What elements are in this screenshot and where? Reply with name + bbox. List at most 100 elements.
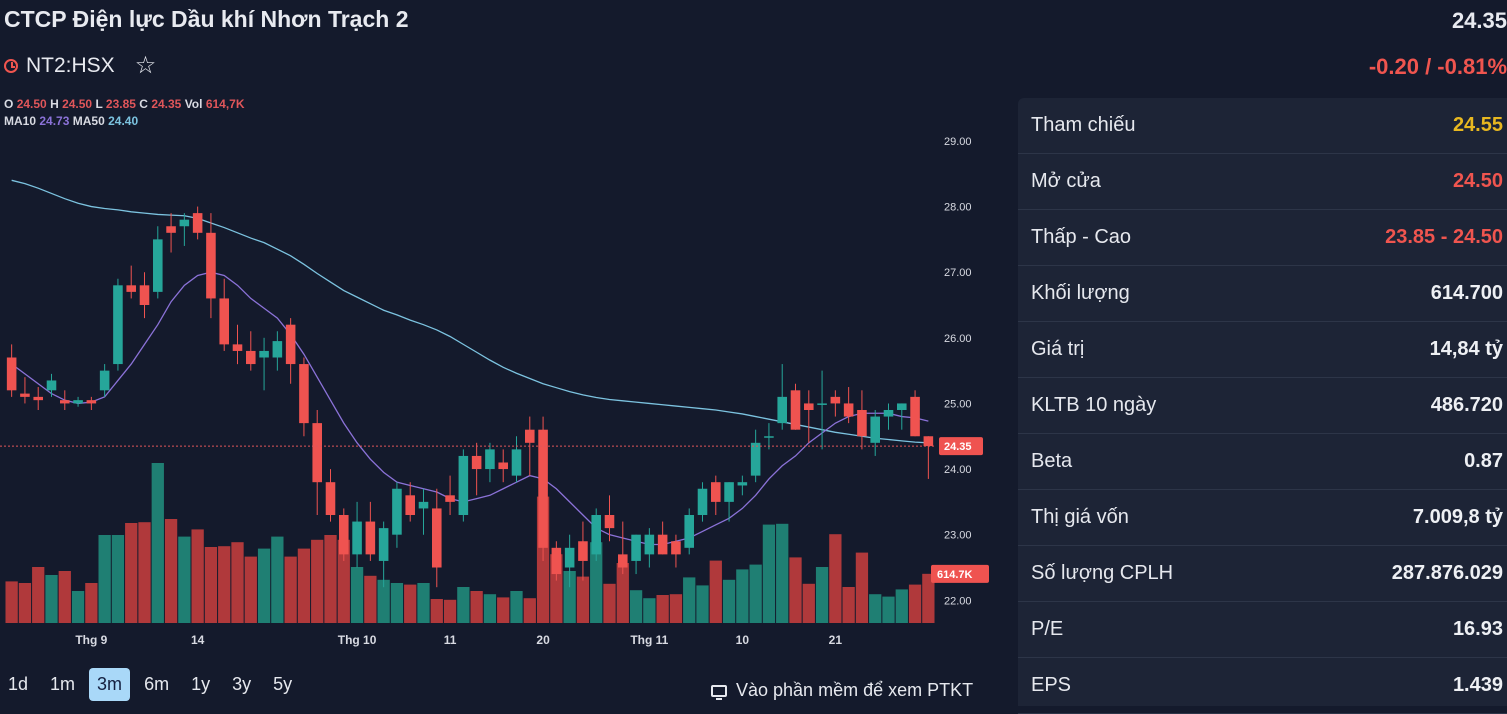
volume-bar [815, 567, 829, 623]
candle-body [365, 521, 376, 555]
volume-bar [5, 581, 18, 623]
y-tick-label: 25.00 [944, 398, 972, 410]
candle-body [339, 515, 349, 555]
candle-body [684, 515, 694, 548]
candle-body [750, 442, 761, 476]
stat-value: 486.720 [1430, 394, 1503, 416]
ptkt-label: Vào phần mềm để xem PTKT [736, 680, 974, 700]
candle-body [246, 350, 256, 365]
x-tick-label: Thg 9 [75, 633, 107, 647]
candle-body [352, 521, 362, 555]
volume-bar [603, 583, 616, 623]
volume-bar [364, 575, 377, 623]
volume-bar [643, 598, 656, 623]
volume-bar [257, 548, 271, 623]
volume-bar [776, 523, 789, 623]
y-tick-label: 28.00 [944, 202, 972, 214]
candle-body [99, 370, 110, 391]
period-button-5y[interactable]: 5y [273, 674, 293, 694]
volume-bar [483, 594, 497, 623]
stat-label: EPS [1031, 674, 1072, 696]
volume-bar [802, 583, 815, 623]
volume-bar [722, 579, 736, 623]
candle-body [578, 541, 588, 561]
clock-icon [4, 59, 18, 73]
volume-bar [125, 523, 138, 623]
volume-bar [922, 573, 935, 623]
volume-label: Vol [184, 97, 203, 111]
volume-bar [191, 529, 204, 623]
ma10-value: 24.73 [39, 114, 70, 128]
candle-body [804, 403, 814, 410]
candle-body [166, 226, 176, 233]
period-button-6m[interactable]: 6m [144, 674, 170, 694]
candle-body [883, 410, 894, 417]
stat-label: Tham chiếu [1031, 114, 1136, 136]
stat-row: Khối lượng 614.700 [1018, 266, 1507, 322]
candle-body [764, 436, 774, 438]
candle-body [790, 390, 801, 430]
volume-bar [18, 583, 32, 623]
volume-bar [616, 563, 629, 623]
volume-bar [311, 539, 324, 623]
volume-bar [457, 587, 470, 623]
open-value: 24.50 [16, 97, 47, 111]
candle-body [299, 364, 309, 424]
stat-label: Số lượng CPLH [1031, 562, 1174, 584]
period-button-3m[interactable]: 3m [89, 668, 131, 701]
x-tick-label: 14 [191, 633, 205, 647]
star-icon[interactable]: ☆ [134, 52, 157, 79]
price-chart[interactable]: O 24.50 H 24.50 L 23.85 C 24.35 Vol 614,… [0, 95, 1010, 655]
period-button-1d[interactable]: 1d [8, 674, 29, 694]
stat-row: KLTB 10 ngày 486.720 [1018, 378, 1507, 434]
high-value: 24.50 [62, 97, 93, 111]
stat-row: Số lượng CPLH 287.876.029 [1018, 546, 1507, 602]
stat-row: Tham chiếu 24.55 [1018, 98, 1507, 154]
stat-row: Beta 0.87 [1018, 434, 1507, 490]
last-volume-tag [931, 564, 989, 583]
candle-body [126, 285, 136, 292]
period-button-1y[interactable]: 1y [191, 674, 211, 694]
symbol-row: NT2:HSX ☆ [4, 54, 156, 78]
candle-body [432, 508, 442, 568]
stat-value: 24.55 [1452, 114, 1503, 136]
volume-bar [32, 567, 45, 623]
candle-body [910, 396, 920, 437]
stat-value: 0.87 [1464, 450, 1503, 472]
x-tick-label: 10 [736, 633, 750, 647]
ptkt-link[interactable]: Vào phần mềm để xem PTKT [711, 680, 973, 701]
volume-bar [443, 599, 457, 623]
ma50-line [11, 179, 929, 444]
candle-body [777, 396, 787, 424]
y-tick-label: 29.00 [944, 136, 972, 148]
close-value: 24.35 [151, 97, 182, 111]
volume-bar [656, 595, 669, 623]
stat-label: KLTB 10 ngày [1031, 394, 1157, 416]
x-tick-label: Thg 10 [338, 633, 377, 647]
ma10-line [11, 271, 929, 546]
volume-bar [218, 546, 231, 623]
period-button-3y[interactable]: 3y [232, 674, 252, 694]
candle-body [46, 380, 57, 391]
ticker-symbol: NT2:HSX [26, 54, 115, 77]
stat-label: Khối lượng [1031, 282, 1130, 304]
candle-body [511, 449, 522, 476]
volume-bar [736, 569, 749, 623]
volume-bar [58, 571, 71, 623]
volume-bar [563, 571, 576, 623]
volume-bar [164, 519, 178, 623]
volume-bar [45, 575, 58, 623]
candle-body [6, 357, 17, 391]
volume-bar [669, 594, 683, 623]
candle-body [405, 495, 415, 515]
stat-value: 287.876.029 [1391, 562, 1503, 584]
stat-row: Thấp - Cao 23.85 - 24.50 [1018, 210, 1507, 266]
stat-value: 614.700 [1430, 282, 1503, 304]
period-button-1m[interactable]: 1m [50, 674, 76, 694]
volume-bar [908, 584, 922, 623]
volume-bar [324, 535, 337, 623]
volume-bar [789, 557, 802, 623]
volume-bar [297, 548, 311, 623]
candle-body [86, 400, 97, 404]
stat-label: Giá trị [1031, 338, 1085, 360]
